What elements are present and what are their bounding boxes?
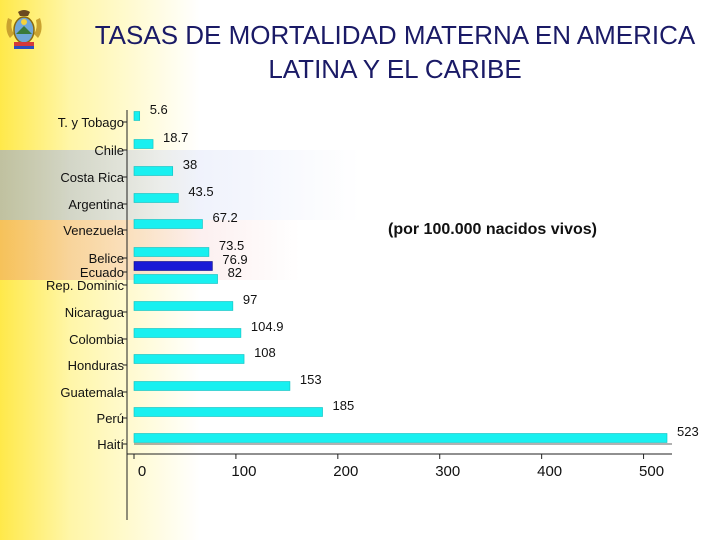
category-label: Nicaragua	[65, 305, 125, 320]
bar-belice	[133, 247, 210, 257]
bar-colombia	[133, 328, 242, 338]
x-tick-label: 200	[333, 463, 358, 480]
value-label: 73.5	[219, 238, 244, 253]
background-stripe-blue	[0, 150, 360, 220]
bar-hait-	[133, 433, 668, 443]
category-label: Honduras	[68, 358, 125, 373]
category-label: Haití	[97, 437, 124, 452]
bar-rep-dominic	[133, 274, 218, 284]
value-label: 97	[243, 292, 257, 307]
bar-ecuado	[133, 261, 213, 271]
category-label: Costa Rica	[60, 170, 124, 185]
bar-per-	[133, 407, 323, 417]
category-label: Ecuado	[80, 265, 124, 280]
category-label: Rep. Dominic	[46, 278, 125, 293]
category-label: Argentina	[68, 197, 124, 212]
value-label: 523	[677, 424, 699, 439]
category-label: Guatemala	[60, 385, 124, 400]
x-tick-label: 400	[537, 463, 562, 480]
category-label: Colombia	[69, 332, 125, 347]
category-label: Perú	[97, 411, 124, 426]
x-tick-label: 0	[138, 463, 146, 480]
value-label: 5.6	[150, 102, 168, 117]
value-label: 43.5	[188, 184, 213, 199]
value-label: 76.9	[222, 252, 247, 267]
bar-guatemala	[133, 381, 291, 391]
coat-of-arms-icon	[6, 10, 42, 49]
value-label: 153	[300, 372, 322, 387]
value-label: 18.7	[163, 130, 188, 145]
x-tick-label: 100	[231, 463, 256, 480]
bar-argentina	[133, 193, 179, 203]
value-label: 108	[254, 345, 276, 360]
bar-costa-rica	[133, 166, 174, 176]
category-label: Belice	[89, 251, 124, 266]
bar-t-y-tobago	[133, 111, 141, 121]
bar-chile	[133, 139, 154, 149]
bar-venezuela	[133, 219, 203, 229]
value-label: 82	[228, 265, 242, 280]
x-tick-label: 500	[639, 463, 664, 480]
value-label: 67.2	[212, 210, 237, 225]
bar-honduras	[133, 354, 245, 364]
units-note: (por 100.000 nacidos vivos)	[388, 221, 597, 238]
category-label: Venezuela	[63, 223, 124, 238]
category-label: Chile	[94, 143, 124, 158]
chart-title: TASAS DE MORTALIDAD MATERNA EN AMERICA L…	[94, 20, 696, 84]
bar-nicaragua	[133, 301, 234, 311]
x-tick-label: 300	[435, 463, 460, 480]
value-label: 185	[333, 398, 355, 413]
category-label: T. y Tobago	[58, 115, 124, 130]
value-label: 104.9	[251, 319, 284, 334]
value-label: 38	[183, 157, 197, 172]
